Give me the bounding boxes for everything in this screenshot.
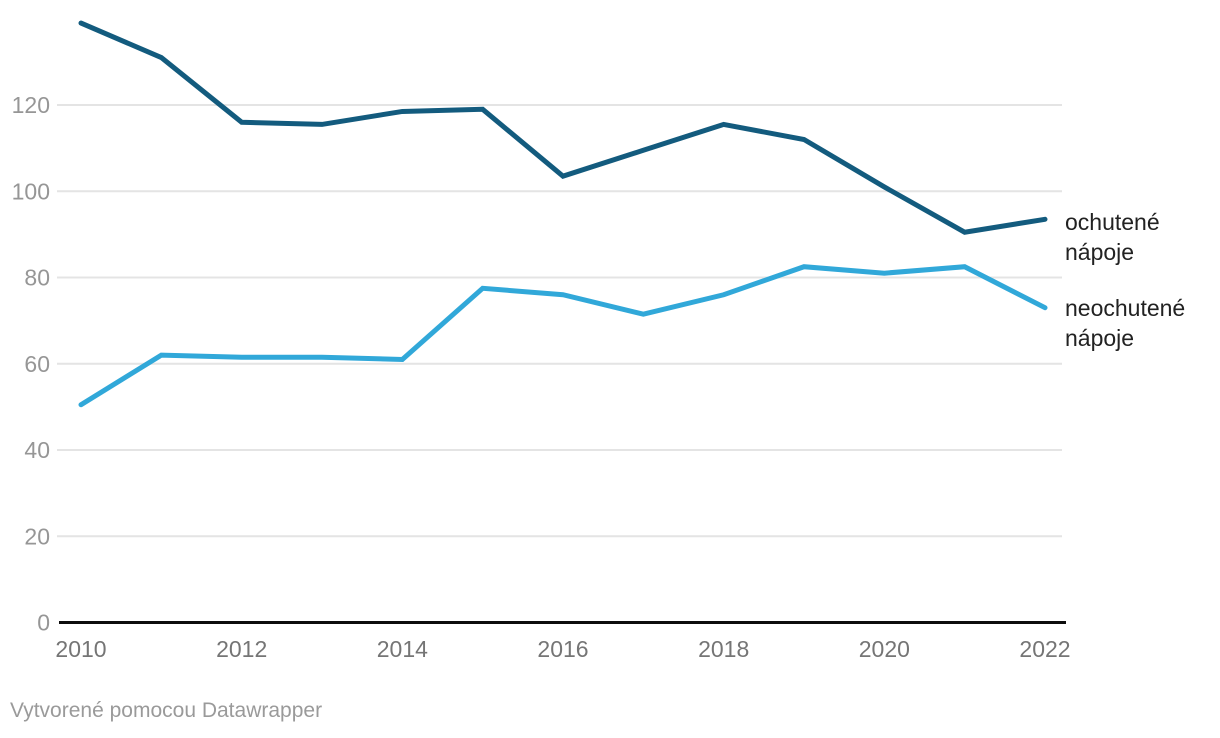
y-axis-tick-label: 100	[12, 178, 50, 204]
y-axis-tick-label: 0	[37, 610, 50, 636]
x-axis-tick-label: 2020	[859, 636, 910, 662]
y-axis-tick-label: 120	[12, 92, 50, 118]
x-axis-tick-label: 2016	[537, 636, 588, 662]
y-axis-tick-label: 40	[24, 437, 50, 463]
y-axis-tick-label: 20	[24, 523, 50, 549]
series-line-ochutene-napoje	[78, 20, 1048, 235]
series-line-neochutene-napoje	[78, 264, 1048, 408]
x-axis-tick-label: 2014	[377, 636, 428, 662]
series-label-ochutene-napoje: ochutené nápoje	[1065, 209, 1160, 265]
datawrapper-credit: Vytvorené pomocou Datawrapper	[10, 699, 323, 722]
y-axis-tick-label: 80	[24, 265, 50, 291]
series-label-neochutene-napoje: neochutené nápoje	[1065, 295, 1186, 351]
x-axis-tick-label: 2018	[698, 636, 749, 662]
x-axis-tick-label: 2010	[55, 636, 106, 662]
y-axis-tick-label: 60	[24, 351, 50, 377]
x-axis-tick-label: 2022	[1019, 636, 1070, 662]
x-axis-tick-label: 2012	[216, 636, 267, 662]
